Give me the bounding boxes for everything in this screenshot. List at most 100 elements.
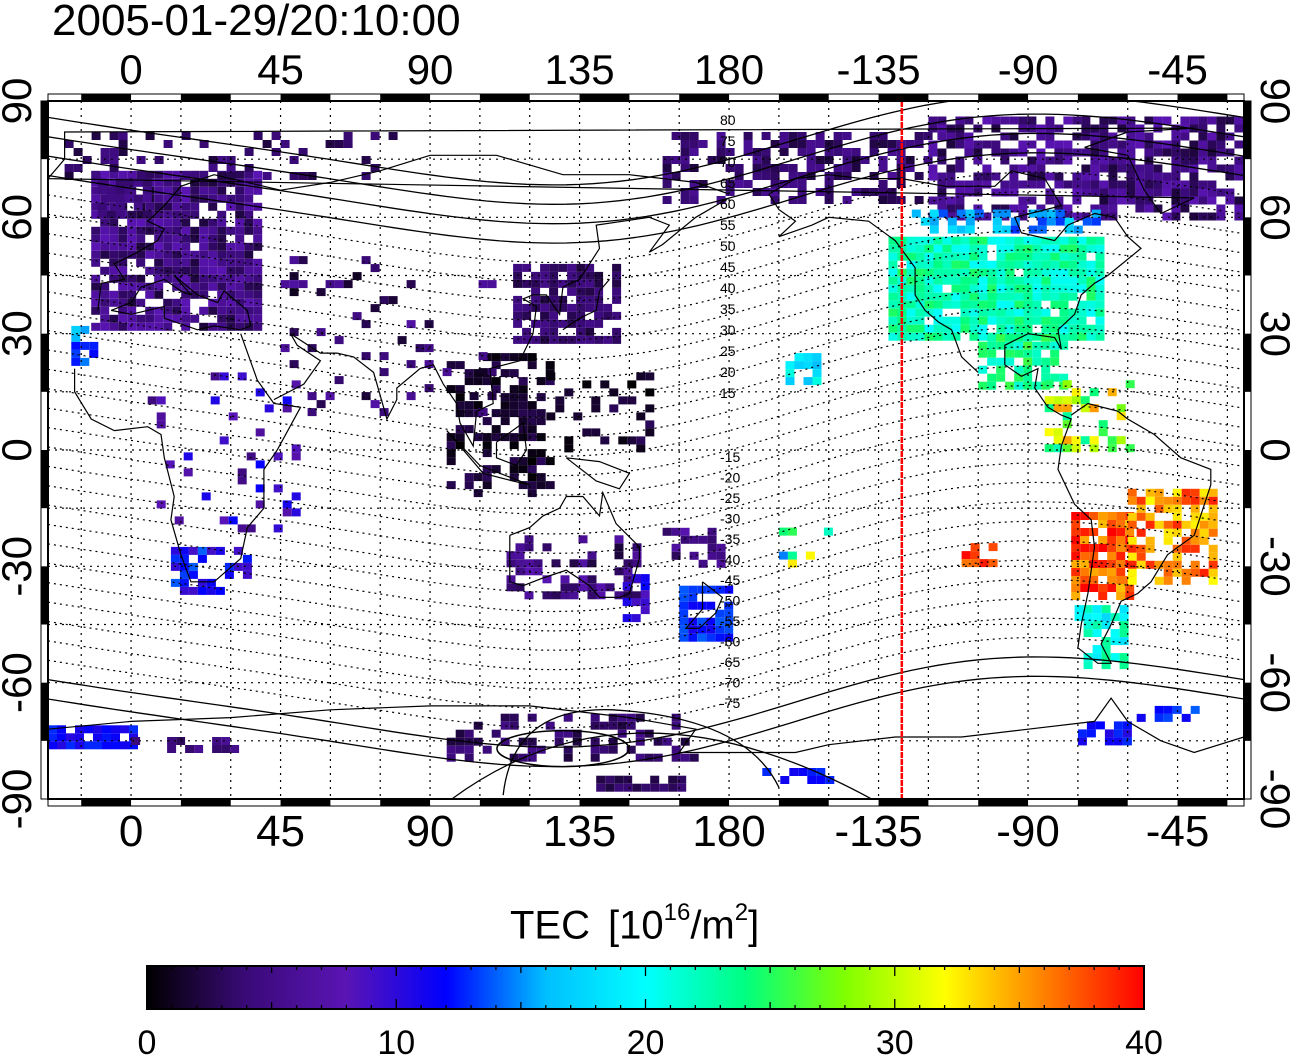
tec-cell [807,776,817,784]
tec-cell [500,369,510,378]
tec-cell [1014,373,1024,382]
tec-cell [618,396,628,405]
tec-cell [1062,444,1072,453]
tec-cell [1071,388,1081,397]
frame-check-bottom [1077,799,1128,806]
tec-cell [1014,260,1024,269]
tec-cell [549,311,559,320]
cluster-mexico [978,333,1069,390]
tec-cell [190,194,200,203]
tec-cell [978,316,988,325]
tec-cell [1086,300,1096,309]
tec-cell [500,401,510,410]
frame-check-bottom [778,799,829,806]
coast-australia [509,490,640,598]
tec-cell [1110,613,1120,622]
tec-cell [716,559,726,568]
tec-cell [1037,209,1047,218]
tec-cell [1113,729,1123,738]
tec-cell [518,465,528,474]
tec-cell [172,226,182,235]
tec-cell [897,236,907,245]
tec-cell [924,276,934,285]
tec-cell [253,178,263,187]
tec-cell [163,186,173,195]
tec-cell [1198,148,1208,157]
tec-cell [924,260,934,269]
tec-cell [226,242,236,251]
tec-cell [1216,188,1226,197]
tec-cell [1171,148,1181,157]
tec-cell [57,733,66,742]
tec-cell [1171,180,1181,189]
tec-cell [1005,324,1015,333]
tec-cell [127,218,137,227]
tec-cell [1068,268,1078,277]
tec-cell [1162,116,1172,125]
tec-cell [163,218,173,227]
tec-cell [1005,292,1015,301]
tec-cell [1074,613,1084,622]
tec-cell [242,554,252,563]
tec-cell [190,170,200,179]
tec-cell [982,140,992,149]
tec-cell [680,535,690,544]
cluster-africa [147,372,301,533]
tec-cell [1098,584,1108,592]
tec-cell [806,156,816,164]
tec-cell [190,186,200,195]
tec-cell [1189,188,1199,197]
tec-cell [235,274,245,283]
tec-cell [1180,164,1190,173]
tec-cell [181,298,191,307]
tec-cell [536,473,546,482]
frame-check-top [978,94,1029,101]
tec-cell [100,266,110,275]
tec-cell [631,598,641,607]
tec-cell [969,236,979,245]
frame-check-bottom [878,799,929,806]
tec-cell [653,737,663,746]
tec-cell [698,180,708,188]
tec-cell [1059,300,1069,309]
tec-cell [1119,621,1129,630]
tec-cell [1144,140,1154,149]
tec-cell [1095,721,1105,730]
tec-cell [361,392,371,401]
tec-cell [679,625,689,634]
tec-cell [560,575,570,584]
tec-cell [1089,436,1099,445]
tec-cell [1086,332,1096,341]
tec-cell [1023,236,1033,245]
tec-cell [906,268,916,277]
tec-cell [888,292,898,301]
tec-cell [334,280,344,289]
tec-cell [546,372,556,381]
tec-cell [1086,276,1096,285]
contour-label: 35 [720,301,736,317]
tec-cell [1050,349,1060,358]
tec-cell [282,404,292,413]
tec-cell [1014,292,1024,301]
tec-cell [217,226,227,235]
tec-cell [233,546,243,555]
tec-cell [716,132,726,140]
contour-label: -45 [720,572,740,588]
tec-cell [1053,428,1063,437]
tec-cell [100,242,110,251]
tec-cell [1014,365,1024,374]
tec-cell [969,308,979,317]
tec-cell [987,357,997,366]
contour-label: 80 [720,112,736,128]
tec-cell [298,280,308,289]
tec-cell [473,433,483,442]
tec-cell [133,194,143,203]
tec-cell [478,280,488,289]
tec-cell [1072,196,1082,205]
tec-cell [987,341,997,350]
tec-cell [960,292,970,301]
tec-cell [1041,333,1051,342]
tec-cell [172,178,182,187]
tec-cell [605,783,615,792]
colorbar-title: TEC [1016/m2] [510,899,759,948]
